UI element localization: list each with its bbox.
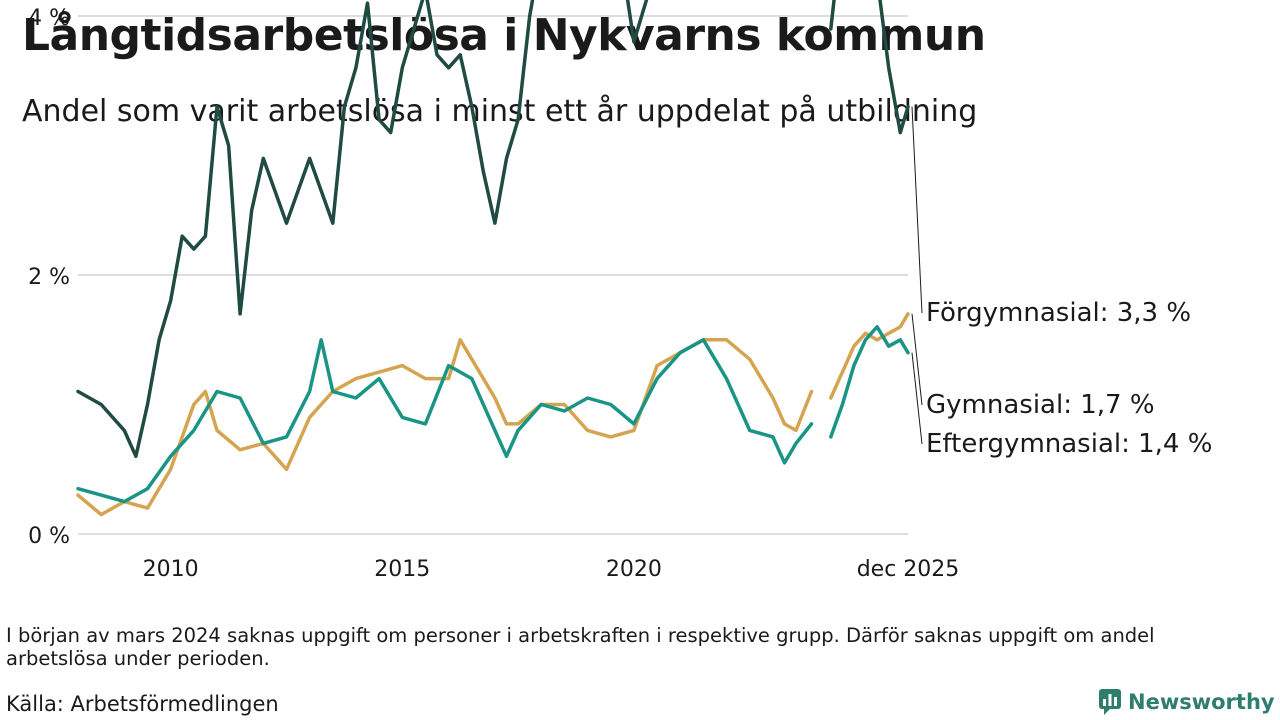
leader-line <box>911 313 923 406</box>
end-label-gymnasial: Gymnasial: 1,7 % <box>926 390 1155 420</box>
end-label-förgymnasial: Förgymnasial: 3,3 % <box>926 298 1191 328</box>
x-tick-label: 2015 <box>374 557 430 582</box>
end-labels: Förgymnasial: 3,3 % Gymnasial: 1,7 % Efter… <box>911 106 1212 459</box>
leader-line <box>911 352 923 445</box>
end-label-eftergymnasial: Eftergymnasial: 1,4 % <box>926 429 1212 459</box>
source-credit: Källa: Arbetsförmedlingen <box>6 692 279 716</box>
footnote: I början av mars 2024 saknas uppgift om … <box>6 624 1155 670</box>
y-tick-label: 2 % <box>28 265 70 290</box>
line-chart: 0 % 2 % 4 % 2010 2015 2020 dec 2025 Förgymnasi… <box>28 0 1212 582</box>
x-tick-label: 2020 <box>606 557 662 582</box>
axis-labels: 0 % 2 % 4 % 2010 2015 2020 dec 2025 <box>28 6 959 582</box>
gridlines <box>78 15 908 535</box>
chart-subtitle: Andel som varit arbetslösa i minst ett å… <box>22 94 978 129</box>
x-tick-label: dec 2025 <box>857 557 960 582</box>
series-lines <box>76 0 910 517</box>
brand-name: Newsworthy <box>1128 690 1275 714</box>
y-tick-label: 4 % <box>28 6 70 31</box>
series-line-förgymnasial <box>76 0 910 459</box>
newsworthy-icon <box>1099 689 1121 715</box>
newsworthy-logo[interactable]: Newsworthy <box>1098 688 1275 716</box>
y-tick-label: 0 % <box>28 524 70 549</box>
x-tick-label: 2010 <box>143 557 199 582</box>
series-line-eftergymnasial <box>76 325 910 504</box>
chart-title: Långtidsarbetslösa i Nykvarns kommun <box>22 10 986 61</box>
leader-line <box>911 106 923 314</box>
